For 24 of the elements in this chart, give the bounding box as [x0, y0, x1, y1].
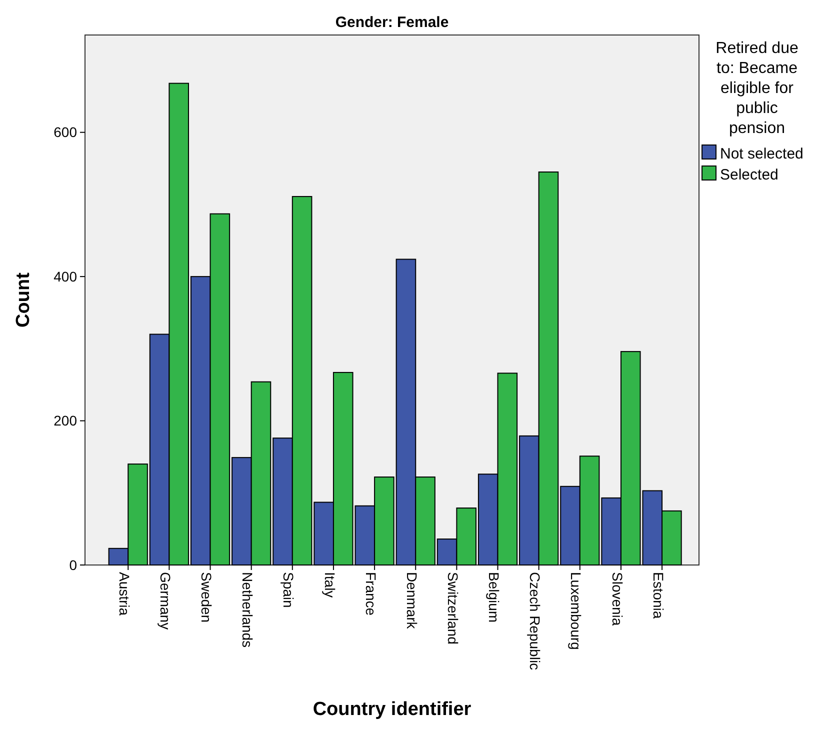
x-tick-label: Slovenia — [609, 572, 626, 626]
x-tick-label: Estonia — [650, 572, 666, 619]
x-tick-label: Denmark — [404, 572, 420, 630]
y-tick-label: 400 — [54, 268, 78, 284]
x-tick-label: Netherlands — [240, 572, 256, 648]
legend-label: Not selected — [720, 145, 804, 162]
x-tick-label: France — [362, 572, 379, 616]
x-tick-label: Belgium — [486, 572, 502, 623]
x-tick-label: Austria — [116, 572, 132, 616]
x-tick-label: Italy — [322, 572, 338, 598]
x-tick-label: Switzerland — [444, 572, 461, 644]
legend-title: Retired due to: Became eligible for public pension — [716, 40, 798, 137]
x-tick-label: Czech Republic — [527, 572, 544, 670]
x-tick-label: Sweden — [198, 572, 215, 623]
chart-title: Gender: Female — [335, 14, 449, 31]
x-tick-label: Spain — [280, 572, 297, 608]
x-tick-label: Germany — [157, 572, 174, 630]
legend-label: Selected — [720, 166, 778, 184]
y-axis-title: Count — [13, 272, 34, 328]
x-tick-label: Luxembourg — [568, 572, 584, 650]
y-tick-label: 200 — [54, 412, 78, 429]
y-tick-label: 0 — [69, 556, 78, 573]
x-axis-title: Country identifier — [312, 699, 472, 720]
y-tick-label: 600 — [54, 124, 78, 140]
